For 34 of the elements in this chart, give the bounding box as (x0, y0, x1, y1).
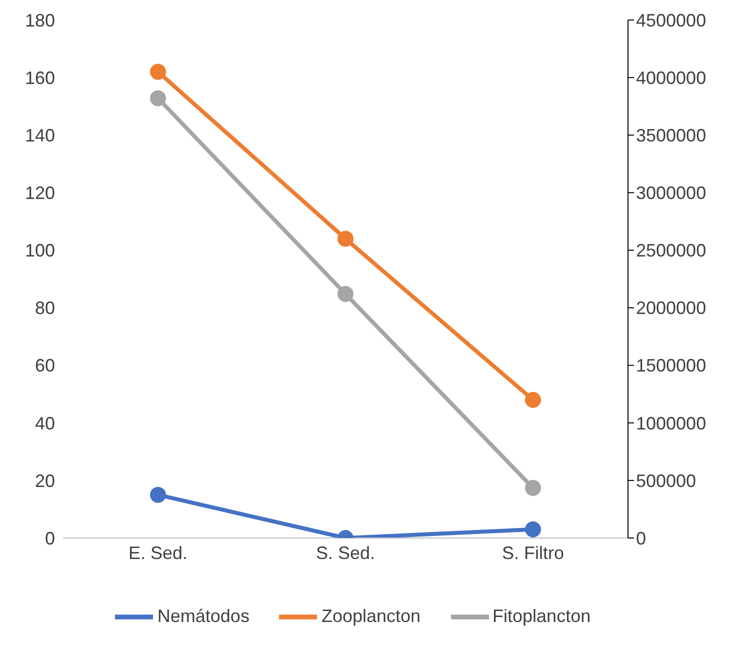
y2-tick-label: 2500000 (636, 240, 706, 261)
point (525, 392, 541, 408)
point (338, 286, 354, 302)
y2-tick-label: 500000 (636, 470, 696, 491)
y2-tick-label: 1000000 (636, 413, 706, 434)
y-tick-label: 40 (34, 413, 55, 434)
y-tick-label: 180 (24, 10, 55, 30)
y-tick-label: 160 (24, 68, 55, 88)
y-tick-label: 100 (24, 240, 55, 261)
point (525, 521, 541, 538)
point (150, 90, 166, 106)
y-tick-label: 80 (34, 298, 55, 318)
y2-tick-label: 4500000 (636, 10, 706, 30)
legend-label: Zooplancton (321, 606, 421, 626)
y-tick-label: 60 (34, 356, 55, 376)
legend-label: Fitoplancton (492, 606, 591, 626)
y-tick-label: 140 (24, 126, 55, 146)
legend-label: Nemátodos (157, 606, 250, 626)
y-tick-label: 0 (44, 528, 55, 548)
point (338, 230, 354, 247)
x-tick-label: E. Sed. (128, 542, 188, 563)
y2-tick-label: 0 (636, 528, 646, 548)
point (150, 64, 166, 80)
y2-tick-label: 3000000 (636, 183, 706, 204)
y2-tick-label: 4000000 (636, 68, 706, 88)
point (525, 480, 541, 496)
y2-tick-label: 2000000 (636, 298, 706, 318)
y-tick-label: 120 (24, 183, 55, 204)
point (150, 486, 166, 503)
y2-tick-label: 1500000 (636, 356, 706, 376)
x-tick-label: S. Sed. (316, 542, 376, 563)
y2-tick-label: 3500000 (636, 126, 706, 146)
y-tick-label: 20 (34, 470, 55, 491)
x-tick-label: S. Filtro (502, 542, 564, 563)
